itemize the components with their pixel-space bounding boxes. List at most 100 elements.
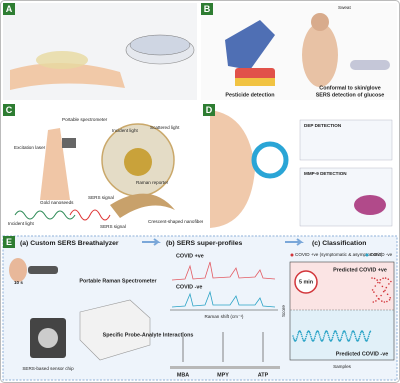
sample-dot [358,337,360,340]
wave [69,209,111,221]
legend-entry: COVID +ve (symptomatic & asymptomatic) [295,252,383,257]
spectrometer [62,138,76,148]
annotation: SERS signal [100,224,126,229]
sample-dot [390,280,392,283]
sample-dot [348,339,351,342]
sample-dot [337,336,339,339]
panel-e: E (a) Custom SERS Breathalyzer (b) SERS … [2,235,398,381]
sample-dot [381,300,383,302]
sample-dot [299,330,302,333]
axis-label: Raman shift (cm⁻¹) [205,314,244,319]
sample-dot [351,332,353,334]
sample-dot [328,336,330,339]
panel-label: D [206,105,213,115]
legend-swatch [290,253,294,257]
sample-dot [385,286,388,289]
molecule-label: MPY [217,372,229,378]
sample-dot [306,331,309,334]
sample-dot [379,279,382,281]
sample-dot [339,339,342,342]
sample-dot [313,339,315,341]
plot-frame [289,261,395,361]
wave [14,210,76,220]
sample-dot [387,278,390,281]
sample-dot [295,338,298,340]
person [302,23,338,87]
molecule-label: MBA [177,372,189,378]
sample-dot [368,333,371,336]
sample-dot [342,332,344,335]
sample-dot [383,301,386,303]
sample-dot [318,332,320,334]
annotation: Portable Raman Spectrometer [79,278,157,284]
panel-label: B [204,4,211,14]
panel-label-bg [203,104,215,116]
sample-dot [341,334,344,337]
sample-dot [304,339,306,341]
annotation: MMP-9 DETECTION [304,171,347,176]
device [354,195,386,215]
annotation: Incident light [8,221,35,226]
spectrum [171,261,276,281]
sample-dot [386,293,389,296]
arrow [142,238,161,246]
sample-dot [328,338,331,341]
patch [36,51,88,69]
sample-dot [389,297,392,299]
chip-window [38,328,58,348]
sample-dot [360,331,362,334]
sample-dot [355,337,357,340]
sample-dot [297,332,300,334]
section-title: (b) SERS super-profiles [166,240,243,247]
series-label: COVID +ve [176,253,204,259]
sample-dot [300,333,303,336]
molecule-label: ATP [258,372,269,378]
sample-dot [372,301,375,303]
sample-dot [319,336,321,338]
sample-dot [308,330,311,333]
caption: Conformal to skin/glove [319,85,380,91]
timer [294,270,318,294]
sample-dot [344,331,347,334]
sample-dot [314,335,317,338]
sample-dot [350,334,353,336]
panel-label-bg [3,104,15,116]
breathalyzer [28,266,58,274]
sample-dot [301,337,304,340]
sample-dot [380,294,382,297]
sample-dot [354,333,356,336]
sample-dot [378,298,380,300]
annotation: Predicted COVID -ve [336,351,388,357]
spectrometer [79,299,151,361]
sample-dot [330,339,333,342]
sample-dot [377,281,379,284]
sample-dot [363,335,366,338]
nanofiber [110,193,175,218]
sample-dot [375,300,377,302]
annotation: Specific Probe-Analyte Interactions [103,332,194,338]
sample-dot [349,336,352,338]
layer [129,34,191,56]
sample-dot [345,335,348,337]
sample-dot [367,335,370,338]
sample-dot [366,339,369,341]
sample-dot [382,277,384,280]
nanoseed [124,148,152,176]
annotation: SERS signal [88,195,114,200]
sample-dot [364,337,366,340]
sample-dot [332,334,335,337]
panel-c: Portable spectrometer Excitation laser I… [3,104,204,232]
inset [299,119,393,161]
sample-dot [333,332,335,335]
series-label: COVID -ve [176,284,202,290]
sample-dot [301,335,303,338]
panel-label: E [6,237,12,247]
panel-a: A [3,3,197,100]
sample-dot [369,330,372,333]
sample-dot [371,277,373,279]
arm [10,62,125,90]
sample-dot [384,289,386,292]
sample-dot [335,331,338,333]
sample-dot [319,338,322,340]
